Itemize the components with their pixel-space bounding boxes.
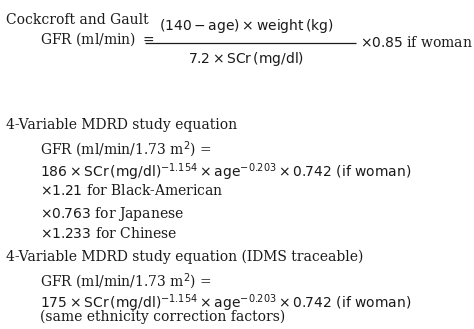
Text: $175\times\mathrm{SCr\,(mg/dl)}^{-1.154}\times\mathrm{age}^{-0.203}\times 0.742\: $175\times\mathrm{SCr\,(mg/dl)}^{-1.154}… <box>40 293 412 315</box>
Text: GFR (ml/min) $=$: GFR (ml/min) $=$ <box>40 31 155 48</box>
Text: 4-Variable MDRD study equation: 4-Variable MDRD study equation <box>6 118 237 133</box>
Text: $(140-\mathrm{age})\times\mathrm{weight\,(kg)}$: $(140-\mathrm{age})\times\mathrm{weight\… <box>159 17 334 35</box>
Text: GFR (ml/min/1.73 m$^2$) =: GFR (ml/min/1.73 m$^2$) = <box>40 271 212 292</box>
Text: (same ethnicity correction factors): (same ethnicity correction factors) <box>40 310 285 324</box>
Text: $\times 1.21$ for Black-American: $\times 1.21$ for Black-American <box>40 183 224 198</box>
Text: 4-Variable MDRD study equation (IDMS traceable): 4-Variable MDRD study equation (IDMS tra… <box>6 250 363 265</box>
Text: $\times 0.85$ if woman: $\times 0.85$ if woman <box>360 35 473 50</box>
Text: Cockcroft and Gault: Cockcroft and Gault <box>6 13 148 27</box>
Text: $7.2\times\mathrm{SCr\,(mg/dl)}$: $7.2\times\mathrm{SCr\,(mg/dl)}$ <box>189 50 304 68</box>
Text: $186\times\mathrm{SCr\,(mg/dl)}^{-1.154}\times\mathrm{age}^{-0.203}\times 0.742\: $186\times\mathrm{SCr\,(mg/dl)}^{-1.154}… <box>40 162 412 184</box>
Text: $\times 0.763$ for Japanese: $\times 0.763$ for Japanese <box>40 205 184 223</box>
Text: $\times 1.233$ for Chinese: $\times 1.233$ for Chinese <box>40 226 178 241</box>
Text: GFR (ml/min/1.73 m$^2$) =: GFR (ml/min/1.73 m$^2$) = <box>40 140 212 160</box>
